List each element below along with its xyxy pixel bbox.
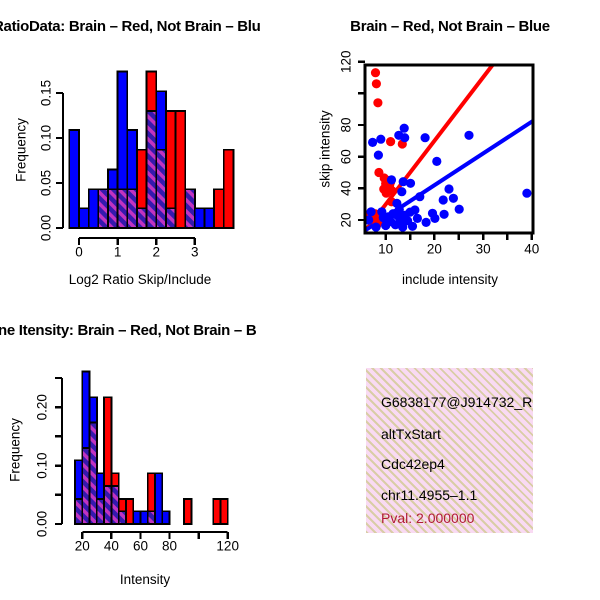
scatter-xlabel: include intensity [401, 272, 499, 287]
info-line-locus: chr11.4955–1.1 [381, 487, 478, 503]
info-line-event-type: altTxStart [381, 426, 441, 442]
intensity-histogram-plot: 0.00 0.10 0.20 20 40 60 80 120 [35, 370, 239, 554]
ratio-histogram-plot: 0.00 0.05 0.10 0.15 0 1 2 3 [39, 70, 235, 260]
svg-text:20: 20 [75, 539, 90, 554]
svg-text:40: 40 [339, 181, 354, 196]
panel-ratio-histogram: 0.00 0.05 0.10 0.15 0 1 2 3 RatioData: Brain – … [0, 0, 300, 300]
svg-text:0.20: 0.20 [35, 394, 50, 420]
info-line-probe-id: G6838177@J914732_RC [381, 394, 533, 410]
svg-text:60: 60 [133, 539, 148, 554]
info-line-gene-name: Cdc42ep4 [381, 456, 445, 472]
svg-text:2: 2 [152, 245, 160, 260]
svg-text:0.10: 0.10 [35, 452, 50, 478]
svg-text:40: 40 [524, 242, 539, 257]
svg-text:3: 3 [191, 245, 199, 260]
svg-text:120: 120 [339, 50, 354, 73]
ratio-hist-title: RatioData: Brain – Red, Not Brain – Blu [0, 18, 261, 35]
svg-text:120: 120 [216, 539, 239, 554]
scatter-title: Brain – Red, Not Brain – Blue [350, 18, 550, 35]
scatter-ylabel: skip intensity [317, 110, 333, 188]
intensity-hist-xlabel: Intensity [119, 572, 171, 587]
svg-text:10: 10 [378, 242, 393, 257]
svg-text:80: 80 [339, 117, 354, 132]
panel-intensity-histogram: 0.00 0.10 0.20 20 40 60 80 120 ne Itensity: Bra… [0, 300, 300, 600]
intensity-hist-ylabel: Frequency [7, 418, 23, 482]
panel-intensity-scatter: 10 20 30 40 20 40 60 80 120 Brain – Red, Not Bra… [300, 0, 600, 300]
svg-text:20: 20 [427, 242, 442, 257]
svg-text:30: 30 [476, 242, 491, 257]
svg-text:0.15: 0.15 [39, 80, 54, 106]
ratio-hist-xlabel: Log2 Ratio Skip/Include [68, 272, 212, 287]
intensity-scatter-plot: 10 20 30 40 20 40 60 80 120 [339, 50, 540, 257]
svg-text:60: 60 [339, 149, 354, 164]
svg-text:20: 20 [339, 212, 354, 227]
panel-info: G6838177@J914732_RC altTxStart Cdc42ep4 … [300, 300, 600, 600]
svg-text:0.05: 0.05 [39, 170, 54, 196]
svg-text:0: 0 [75, 245, 83, 260]
ratio-hist-ylabel: Frequency [13, 118, 29, 182]
svg-text:1: 1 [114, 245, 122, 260]
info-line-pval: Pval: 2.000000 [381, 510, 475, 526]
svg-text:0.00: 0.00 [39, 215, 54, 241]
svg-text:0.00: 0.00 [35, 511, 50, 537]
info-box: G6838177@J914732_RC altTxStart Cdc42ep4 … [366, 368, 533, 533]
intensity-hist-title: ne Itensity: Brain – Red, Not Brain – B [0, 322, 257, 339]
svg-text:0.10: 0.10 [39, 125, 54, 151]
svg-text:80: 80 [162, 539, 177, 554]
svg-text:40: 40 [104, 539, 119, 554]
